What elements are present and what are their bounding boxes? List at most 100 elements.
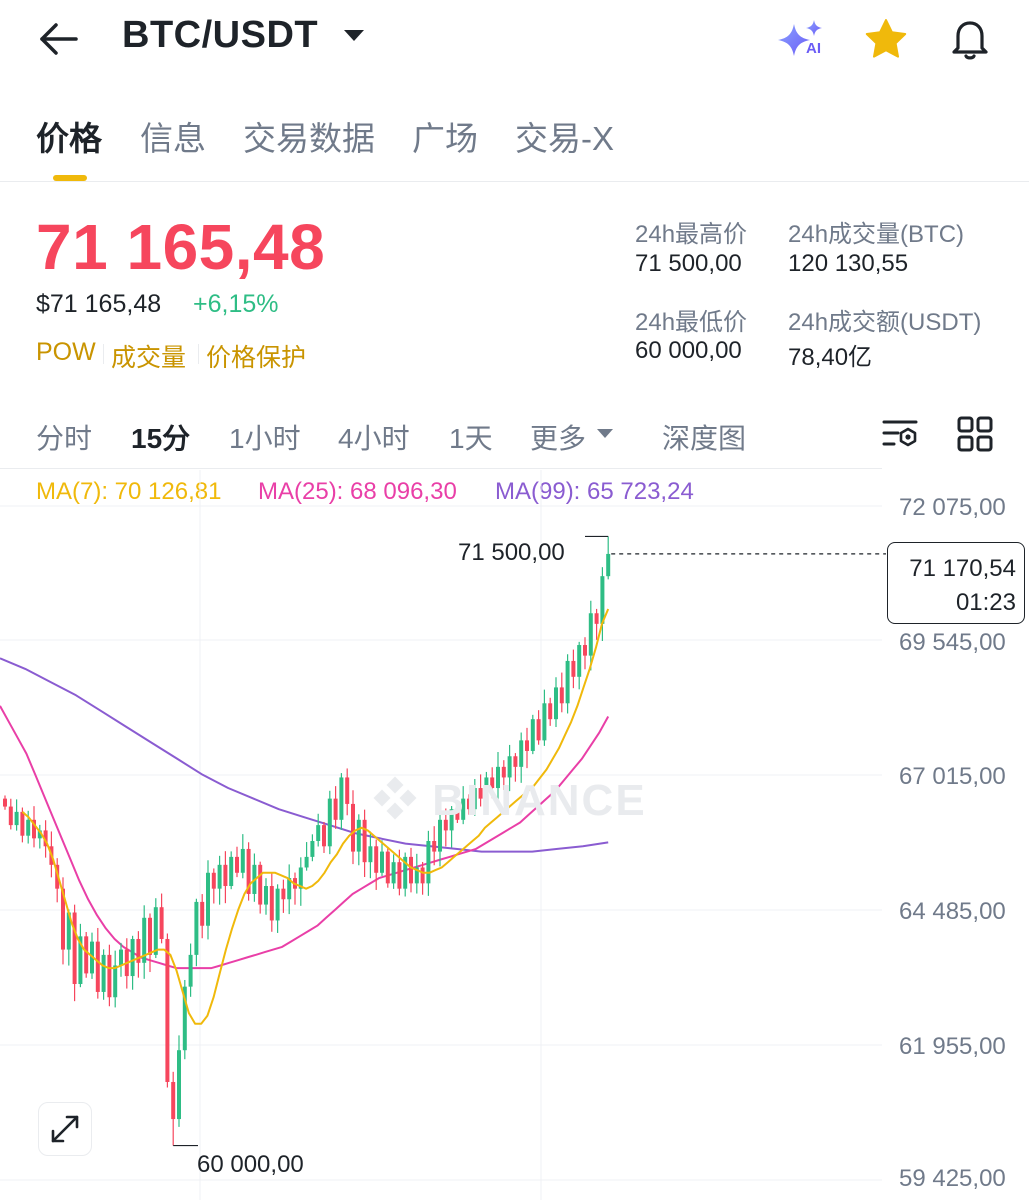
watermark-logo: BINANCE (372, 775, 647, 826)
tabs-divider (0, 181, 1029, 182)
candle-body (78, 936, 83, 985)
candle-body (594, 613, 599, 624)
candle-body (8, 806, 13, 826)
pair-selector[interactable]: BTC/USDT (122, 14, 318, 57)
layout-grid-button[interactable] (955, 414, 995, 454)
back-button[interactable] (30, 14, 86, 66)
ai-sparkle-icon (778, 20, 822, 56)
tag-separator (103, 344, 104, 364)
interval-1d[interactable]: 1天 (449, 423, 493, 454)
candle-body (113, 965, 118, 998)
candle-body (229, 856, 234, 887)
high-price-marker: 71 500,00 (458, 539, 565, 566)
candle-body (107, 954, 112, 998)
candle-body (542, 703, 547, 741)
candle-body (206, 872, 210, 926)
interval-more[interactable]: 更多 (530, 423, 587, 454)
tag-separator (198, 344, 199, 364)
candle-body (356, 819, 361, 852)
candle-body (84, 936, 89, 974)
candle-body (339, 777, 344, 820)
candle-body (554, 687, 558, 720)
candle-body (310, 841, 315, 857)
candle-body (37, 830, 42, 839)
notification-button[interactable] (946, 14, 994, 62)
chevron-down-icon[interactable] (597, 429, 613, 438)
candle-body (571, 660, 576, 677)
candle-body (333, 798, 338, 820)
candle-body (235, 856, 239, 873)
candle-body (182, 986, 187, 1051)
candle-body (217, 864, 222, 889)
candle-body (380, 851, 384, 873)
last-price: 71 165,48 (36, 211, 326, 283)
candles (3, 536, 611, 1146)
candle-body (368, 846, 373, 863)
tab-info[interactable]: 信息 (140, 120, 206, 157)
interval-15m[interactable]: 15分 (131, 423, 191, 454)
indicator-settings-icon (882, 420, 918, 447)
stat-24h-high-label: 24h最高价 (635, 221, 748, 248)
chevron-down-icon[interactable] (344, 30, 364, 41)
candle-body (426, 841, 431, 884)
tab-square[interactable]: 广场 (412, 120, 478, 157)
y-axis-label: 64 485,00 (899, 898, 1006, 925)
depth-chart-tab[interactable]: 深度图 (662, 423, 747, 454)
tag-price-protection[interactable]: 价格保护 (206, 344, 307, 372)
interval-timeline[interactable]: 分时 (36, 423, 93, 454)
candle-body (525, 740, 529, 751)
stat-24h-low-label: 24h最低价 (635, 309, 748, 336)
candle-body (513, 756, 518, 767)
candle-body (194, 901, 199, 955)
low-price-marker: 60 000,00 (197, 1151, 304, 1178)
candle-body (588, 613, 593, 656)
ma99-line (0, 657, 609, 853)
candle-body (136, 938, 141, 963)
favorite-button[interactable] (862, 16, 910, 64)
tag-pow[interactable]: POW (36, 338, 96, 366)
fullscreen-button[interactable] (38, 1102, 92, 1156)
candle-body (455, 809, 460, 820)
y-axis-label: 61 955,00 (899, 1033, 1006, 1060)
candle-body (322, 825, 326, 847)
candle-body (519, 740, 524, 767)
candle-body (66, 912, 71, 950)
tag-volume[interactable]: 成交量 (111, 344, 187, 372)
indicator-settings-button[interactable] (880, 414, 922, 454)
stat-24h-low-value: 60 000,00 (635, 337, 742, 364)
kline-chart[interactable] (0, 470, 1029, 1200)
stat-24h-vol-btc-value: 120 130,55 (788, 250, 909, 277)
tab-trade-x[interactable]: 交易-X (515, 120, 614, 157)
watermark-text: BINANCE (432, 776, 647, 825)
candle-body (43, 830, 48, 847)
candle-body (316, 825, 321, 841)
bell-icon (952, 21, 988, 60)
candle-body (461, 798, 466, 820)
ma7-polyline (21, 608, 610, 1025)
candle-body (269, 886, 274, 921)
candle-body (443, 819, 448, 831)
candle-body (95, 941, 100, 992)
ma25-legend: MA(25): 68 096,30 (258, 478, 457, 505)
candle-body (501, 766, 506, 778)
candle-body (432, 841, 437, 852)
current-price-value: 71 170,54 (909, 555, 1016, 582)
candle-body (397, 862, 402, 889)
toolbar-divider (0, 468, 882, 469)
price-change-percent: +6,15% (193, 290, 279, 318)
candle-body (223, 864, 228, 887)
tab-trading-data[interactable]: 交易数据 (243, 120, 375, 157)
candle-body (600, 576, 605, 624)
interval-4h[interactable]: 4小时 (338, 423, 410, 454)
current-price-tag[interactable]: 71 170,54 01:23 (887, 542, 1025, 624)
tab-price[interactable]: 价格 (36, 120, 102, 157)
candle-body (61, 888, 65, 950)
candle-countdown: 01:23 (955, 589, 1016, 616)
y-axis-label: 67 015,00 (899, 763, 1006, 790)
interval-1h[interactable]: 1小时 (229, 423, 301, 454)
candle-body (159, 907, 164, 939)
ai-button[interactable]: AI (776, 18, 828, 62)
candle-body (304, 856, 309, 868)
candle-body (55, 864, 60, 889)
candle-body (165, 938, 170, 1082)
